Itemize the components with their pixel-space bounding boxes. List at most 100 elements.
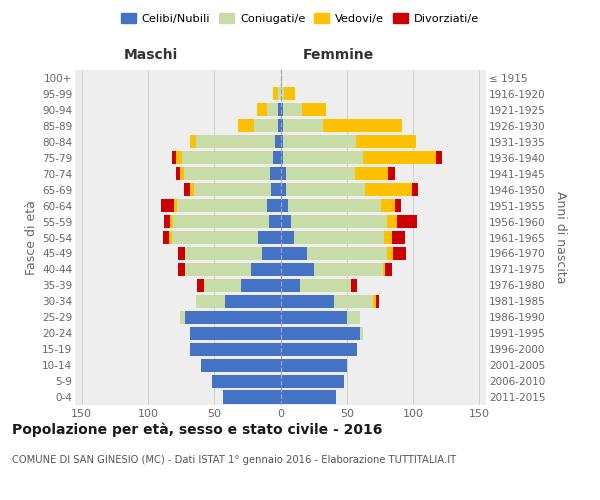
- Bar: [178, 247, 185, 260]
- Bar: [238, 120, 254, 132]
- Bar: [278, 104, 281, 117]
- Bar: [281, 295, 334, 308]
- Bar: [201, 358, 281, 372]
- Bar: [283, 135, 356, 148]
- Bar: [283, 120, 323, 132]
- Bar: [281, 390, 336, 404]
- Bar: [269, 215, 281, 228]
- Bar: [334, 295, 373, 308]
- Text: Maschi: Maschi: [124, 48, 178, 62]
- Bar: [281, 358, 347, 372]
- Bar: [294, 231, 384, 244]
- Bar: [197, 279, 203, 292]
- Bar: [281, 88, 284, 101]
- Bar: [355, 167, 388, 180]
- Bar: [289, 199, 381, 212]
- Bar: [397, 215, 417, 228]
- Bar: [360, 326, 363, 340]
- Bar: [258, 231, 281, 244]
- Bar: [412, 183, 418, 196]
- Legend: Celibi/Nubili, Coniugati/e, Vedovi/e, Divorziati/e: Celibi/Nubili, Coniugati/e, Vedovi/e, Di…: [117, 8, 483, 28]
- Bar: [190, 135, 196, 148]
- Y-axis label: Anni di nascita: Anni di nascita: [554, 191, 567, 284]
- Bar: [283, 151, 363, 164]
- Bar: [281, 72, 282, 85]
- Bar: [356, 135, 416, 148]
- Bar: [386, 215, 397, 228]
- Bar: [281, 183, 286, 196]
- Text: Femmine: Femmine: [302, 48, 374, 62]
- Bar: [267, 199, 281, 212]
- Bar: [436, 151, 442, 164]
- Bar: [281, 310, 347, 324]
- Bar: [190, 183, 194, 196]
- Bar: [184, 183, 190, 196]
- Bar: [365, 183, 412, 196]
- Bar: [257, 104, 267, 117]
- Bar: [161, 199, 175, 212]
- Text: Popolazione per età, sesso e stato civile - 2016: Popolazione per età, sesso e stato civil…: [12, 422, 382, 437]
- Bar: [164, 215, 170, 228]
- Bar: [175, 199, 177, 212]
- Bar: [281, 215, 291, 228]
- Bar: [392, 231, 405, 244]
- Bar: [180, 167, 184, 180]
- Bar: [281, 231, 294, 244]
- Bar: [184, 167, 270, 180]
- Bar: [281, 199, 289, 212]
- Bar: [351, 279, 358, 292]
- Bar: [314, 263, 383, 276]
- Bar: [284, 88, 295, 101]
- Bar: [281, 263, 314, 276]
- Y-axis label: Fasce di età: Fasce di età: [25, 200, 38, 275]
- Bar: [291, 215, 386, 228]
- Bar: [251, 263, 281, 276]
- Bar: [185, 310, 281, 324]
- Bar: [281, 247, 307, 260]
- Bar: [393, 247, 406, 260]
- Bar: [281, 342, 358, 355]
- Bar: [383, 263, 385, 276]
- Bar: [281, 326, 360, 340]
- Bar: [225, 295, 281, 308]
- Bar: [302, 104, 326, 117]
- Bar: [203, 279, 241, 292]
- Bar: [272, 151, 281, 164]
- Bar: [281, 151, 283, 164]
- Bar: [190, 342, 281, 355]
- Bar: [281, 135, 283, 148]
- Bar: [170, 215, 173, 228]
- Bar: [196, 295, 225, 308]
- Bar: [301, 279, 351, 292]
- Bar: [270, 167, 281, 180]
- Bar: [196, 135, 275, 148]
- Bar: [271, 183, 281, 196]
- Text: COMUNE DI SAN GINESIO (MC) - Dati ISTAT 1° gennaio 2016 - Elaborazione TUTTITALI: COMUNE DI SAN GINESIO (MC) - Dati ISTAT …: [12, 455, 456, 465]
- Bar: [267, 104, 278, 117]
- Bar: [388, 167, 395, 180]
- Bar: [254, 120, 278, 132]
- Bar: [307, 247, 386, 260]
- Bar: [363, 151, 436, 164]
- Bar: [212, 374, 281, 388]
- Bar: [185, 263, 251, 276]
- Bar: [275, 135, 281, 148]
- Bar: [286, 183, 365, 196]
- Bar: [272, 88, 278, 101]
- Bar: [223, 390, 281, 404]
- Bar: [373, 295, 376, 308]
- Bar: [347, 310, 360, 324]
- Bar: [177, 199, 267, 212]
- Bar: [384, 231, 392, 244]
- Bar: [283, 104, 302, 117]
- Bar: [281, 374, 344, 388]
- Bar: [278, 120, 281, 132]
- Bar: [376, 295, 379, 308]
- Bar: [176, 167, 180, 180]
- Bar: [286, 167, 355, 180]
- Bar: [323, 120, 403, 132]
- Bar: [180, 310, 185, 324]
- Bar: [194, 183, 271, 196]
- Bar: [385, 263, 392, 276]
- Bar: [169, 231, 172, 244]
